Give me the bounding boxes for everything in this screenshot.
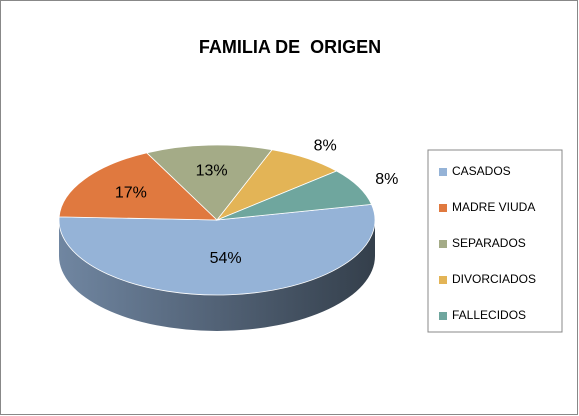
slice <box>216 170 373 221</box>
data-label: 8% <box>375 171 398 188</box>
chart-title: FAMILIA DE ORIGEN <box>199 37 381 57</box>
legend-swatch <box>439 312 447 320</box>
legend-label: DIVORCIADOS <box>452 272 536 286</box>
slice-side <box>59 220 375 331</box>
legend-swatch <box>439 240 447 248</box>
data-label: 54% <box>210 250 242 267</box>
legend-label: MADRE VIUDA <box>452 200 535 214</box>
slice <box>145 144 273 221</box>
legend-label: CASADOS <box>452 164 511 178</box>
data-label: 17% <box>115 185 147 202</box>
data-label: 8% <box>314 137 337 154</box>
legend-label: FALLECIDOS <box>452 308 526 322</box>
slice <box>58 152 219 221</box>
legend-swatch <box>439 204 447 212</box>
slice <box>58 203 376 296</box>
legend-swatch <box>439 276 447 284</box>
data-label: 13% <box>196 163 228 180</box>
legend-box <box>427 149 563 333</box>
legend-swatch <box>439 168 447 176</box>
legend-label: SEPARADOS <box>452 236 526 250</box>
